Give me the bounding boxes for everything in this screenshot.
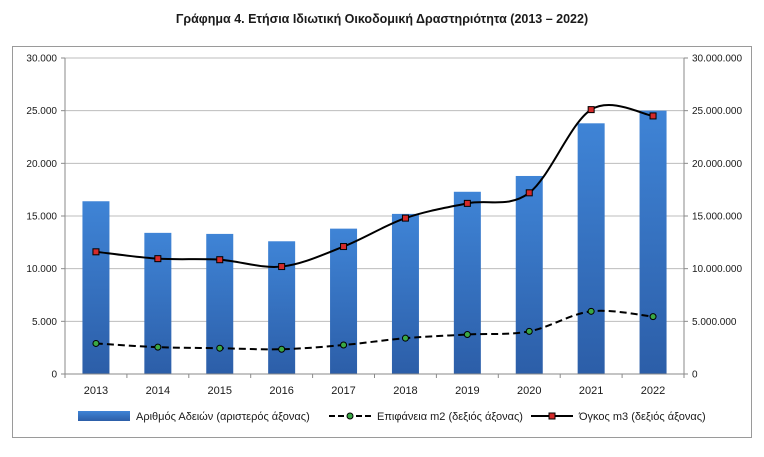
bar	[577, 123, 605, 374]
left-tick-label: 30.000	[26, 54, 57, 65]
right-tick-label: 0	[692, 370, 698, 381]
right-tick-label: 5.000.000	[692, 317, 737, 328]
legend: Αριθμός Αδειών (αριστερός άξονας) Επιφάνε…	[78, 411, 706, 423]
surface-point	[92, 339, 100, 347]
bar-series	[82, 110, 667, 375]
right-tick-label: 20.000.000	[692, 159, 742, 170]
right-tick-label: 30.000.000	[692, 54, 742, 65]
category-label: 2016	[269, 385, 293, 397]
volume-point	[340, 243, 348, 251]
bar	[330, 228, 358, 374]
volume-point	[216, 256, 224, 264]
volume-point	[463, 199, 471, 207]
category-label: 2013	[84, 385, 108, 397]
volume-point	[525, 189, 533, 197]
bar	[515, 175, 543, 374]
line-series	[92, 104, 657, 353]
category-label: 2017	[331, 385, 355, 397]
axes: 0 0 5.000 5.000.000 10.000 10.000.000 15.000 15…	[26, 54, 742, 398]
right-tick-label: 25.000.000	[692, 106, 742, 117]
bar	[206, 233, 234, 374]
category-label: 2018	[393, 385, 417, 397]
surface-point	[587, 307, 595, 315]
surface-point	[340, 341, 348, 349]
volume-line	[95, 104, 654, 268]
surface-point	[463, 331, 471, 338]
bar	[144, 232, 172, 374]
volume-point	[649, 112, 657, 120]
right-tick-label: 10.000.000	[692, 264, 742, 275]
chart-frame	[12, 46, 752, 438]
legend-label-surface: Επιφάνεια m2 (δεξιός άξονας)	[377, 411, 523, 423]
bar	[639, 110, 667, 375]
bar	[268, 241, 296, 374]
legend-swatch-permits	[78, 411, 130, 421]
category-label: 2021	[579, 385, 603, 397]
volume-point	[92, 248, 100, 256]
left-tick-label: 0	[51, 370, 57, 381]
volume-point	[401, 214, 409, 222]
right-tick-label: 15.000.000	[692, 212, 742, 223]
surface-point	[278, 345, 286, 353]
surface-point	[216, 344, 224, 352]
category-label: 2015	[208, 385, 232, 397]
legend-label-permits: Αριθμός Αδειών (αριστερός άξονας)	[136, 411, 310, 423]
surface-point	[401, 334, 409, 342]
volume-point	[278, 263, 286, 271]
legend-marker-surface	[346, 412, 354, 420]
bar	[82, 201, 110, 374]
surface-point	[649, 313, 657, 321]
left-tick-label: 20.000	[26, 159, 57, 170]
bar	[391, 213, 419, 374]
category-label: 2014	[146, 385, 170, 397]
left-tick-label: 10.000	[26, 264, 57, 275]
volume-point	[154, 255, 162, 263]
surface-point	[154, 343, 162, 351]
left-tick-label: 5.000	[32, 317, 57, 328]
surface-point	[525, 327, 533, 335]
left-tick-label: 15.000	[26, 212, 57, 223]
legend-label-volume: Όγκος m3 (δεξιός άξονας)	[578, 411, 706, 423]
bar	[453, 191, 481, 374]
legend-marker-volume	[548, 412, 556, 420]
category-label: 2022	[641, 385, 665, 397]
category-label: 2019	[455, 385, 479, 397]
left-tick-label: 25.000	[26, 106, 57, 117]
chart-title: Γράφημα 4. Ετήσια Ιδιωτική Οικοδομική Δρ…	[175, 12, 589, 26]
surface-line	[95, 309, 654, 351]
category-label: 2020	[517, 385, 541, 397]
volume-point	[587, 106, 595, 114]
